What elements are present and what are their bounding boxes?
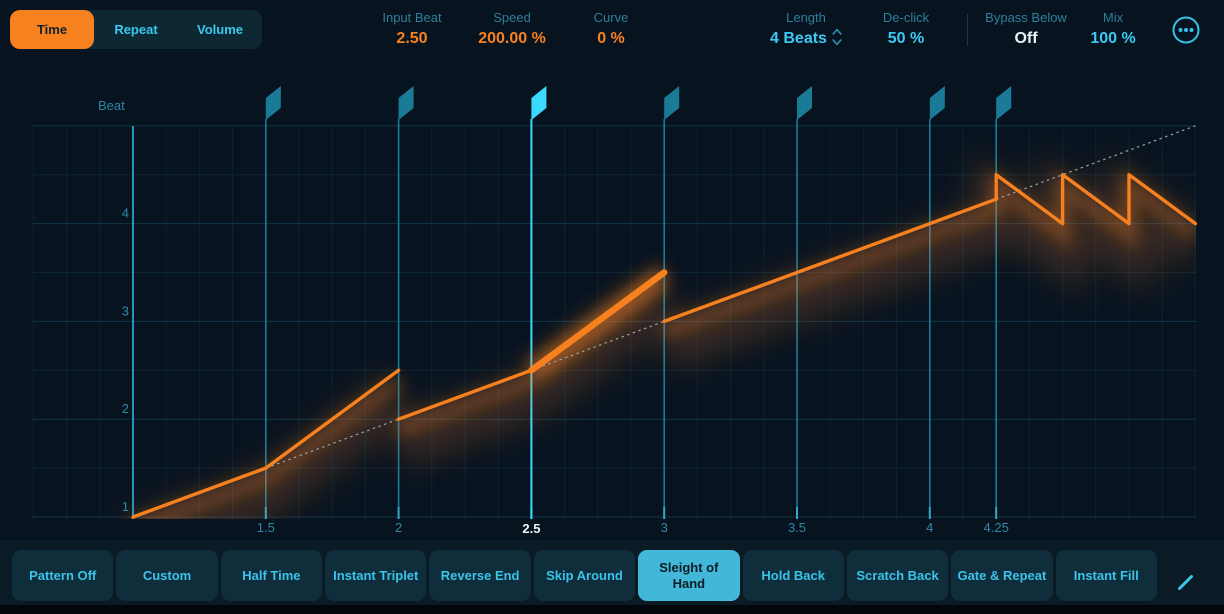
ellipsis-circle-icon — [1172, 16, 1200, 44]
declick-value[interactable]: 50 % — [887, 30, 925, 47]
view-tabs: Time Repeat Volume — [10, 10, 262, 49]
preset-button-reverse-end[interactable]: Reverse End — [429, 550, 531, 601]
time-curve-segment[interactable] — [396, 368, 534, 421]
axis-label-beat: Beat — [98, 98, 125, 113]
divider — [967, 14, 968, 46]
tab-repeat[interactable]: Repeat — [114, 22, 158, 37]
beat-flag[interactable] — [929, 86, 945, 120]
param-label: Curve — [593, 10, 629, 25]
length-value[interactable]: 4 Beats — [736, 28, 876, 50]
mix-value[interactable]: 100 % — [1090, 30, 1136, 47]
beat-flag[interactable] — [996, 86, 1012, 120]
param-speed: Speed 200.00 % — [452, 10, 572, 50]
param-label: Speed — [493, 10, 531, 25]
preset-button-pattern-off[interactable]: Pattern Off — [12, 550, 114, 601]
beat-flag[interactable] — [265, 86, 281, 120]
param-mix: Mix 100 % — [1053, 10, 1173, 50]
beat-flag[interactable] — [398, 86, 414, 120]
param-curve: Curve 0 % — [551, 10, 671, 50]
preset-button-sleight-of-hand[interactable]: Sleight of Hand — [638, 550, 740, 601]
bottom-strip — [0, 605, 1224, 614]
speed-value[interactable]: 200.00 % — [478, 30, 546, 47]
preset-button-half-time[interactable]: Half Time — [220, 550, 323, 601]
param-label: Input Beat — [382, 10, 442, 25]
tab-time[interactable]: Time — [10, 10, 94, 49]
x-tick-label: 2 — [395, 520, 402, 535]
param-label: Length — [786, 10, 826, 25]
preset-button-custom[interactable]: Custom — [116, 550, 218, 601]
preset-button-instant-triplet[interactable]: Instant Triplet — [325, 550, 427, 601]
preset-button-hold-back[interactable]: Hold Back — [742, 550, 844, 601]
time-curve-segment-active[interactable] — [528, 269, 668, 374]
beat-flag[interactable] — [531, 86, 547, 120]
param-bypass-below: Bypass Below Off — [961, 10, 1091, 50]
param-declick: De-click 50 % — [846, 10, 966, 50]
preset-button-gate-repeat[interactable]: Gate & Repeat — [951, 550, 1053, 601]
beat-flag[interactable] — [664, 86, 680, 120]
y-tick-label: 4 — [122, 206, 129, 221]
y-tick-label: 1 — [122, 499, 129, 514]
preset-button-skip-around[interactable]: Skip Around — [533, 550, 636, 601]
time-curve-segment[interactable] — [131, 368, 401, 519]
beat-flag[interactable] — [797, 86, 812, 120]
y-tick-label: 2 — [122, 401, 129, 416]
param-label: Mix — [1102, 10, 1124, 25]
param-label: De-click — [882, 10, 930, 25]
param-length: Length 4 Beats — [736, 10, 876, 50]
x-tick-label: 2.5 — [522, 521, 540, 536]
preset-bar: Pattern Off Custom Half Time Instant Triple… — [0, 540, 1224, 614]
x-tick-label: 4 — [926, 520, 933, 535]
param-input-beat: Input Beat 2.50 — [352, 10, 472, 50]
x-tick-label: 3.5 — [788, 520, 806, 535]
top-bar: Time Repeat Volume Input Beat 2.50 Speed… — [0, 0, 1224, 60]
y-tick-label: 3 — [122, 303, 129, 318]
x-tick-label: 1.5 — [257, 520, 275, 535]
pencil-icon — [1177, 575, 1193, 590]
input-beat-value[interactable]: 2.50 — [396, 30, 428, 47]
more-options-button[interactable] — [1168, 12, 1204, 48]
tab-volume[interactable]: Volume — [197, 22, 243, 37]
stepper-icon[interactable] — [832, 28, 842, 46]
time-curve-segment[interactable] — [662, 173, 1198, 324]
preset-button-instant-fill[interactable]: Instant Fill — [1055, 550, 1157, 601]
preset-button-scratch-back[interactable]: Scratch Back — [846, 550, 949, 601]
x-tick-label: 4.25 — [984, 520, 1009, 535]
bypass-below-value[interactable]: Off — [1014, 30, 1038, 47]
param-label: Bypass Below — [985, 10, 1067, 25]
curve-value[interactable]: 0 % — [597, 30, 625, 47]
edit-pattern-button[interactable] — [1160, 550, 1212, 614]
x-tick-label: 3 — [661, 520, 668, 535]
